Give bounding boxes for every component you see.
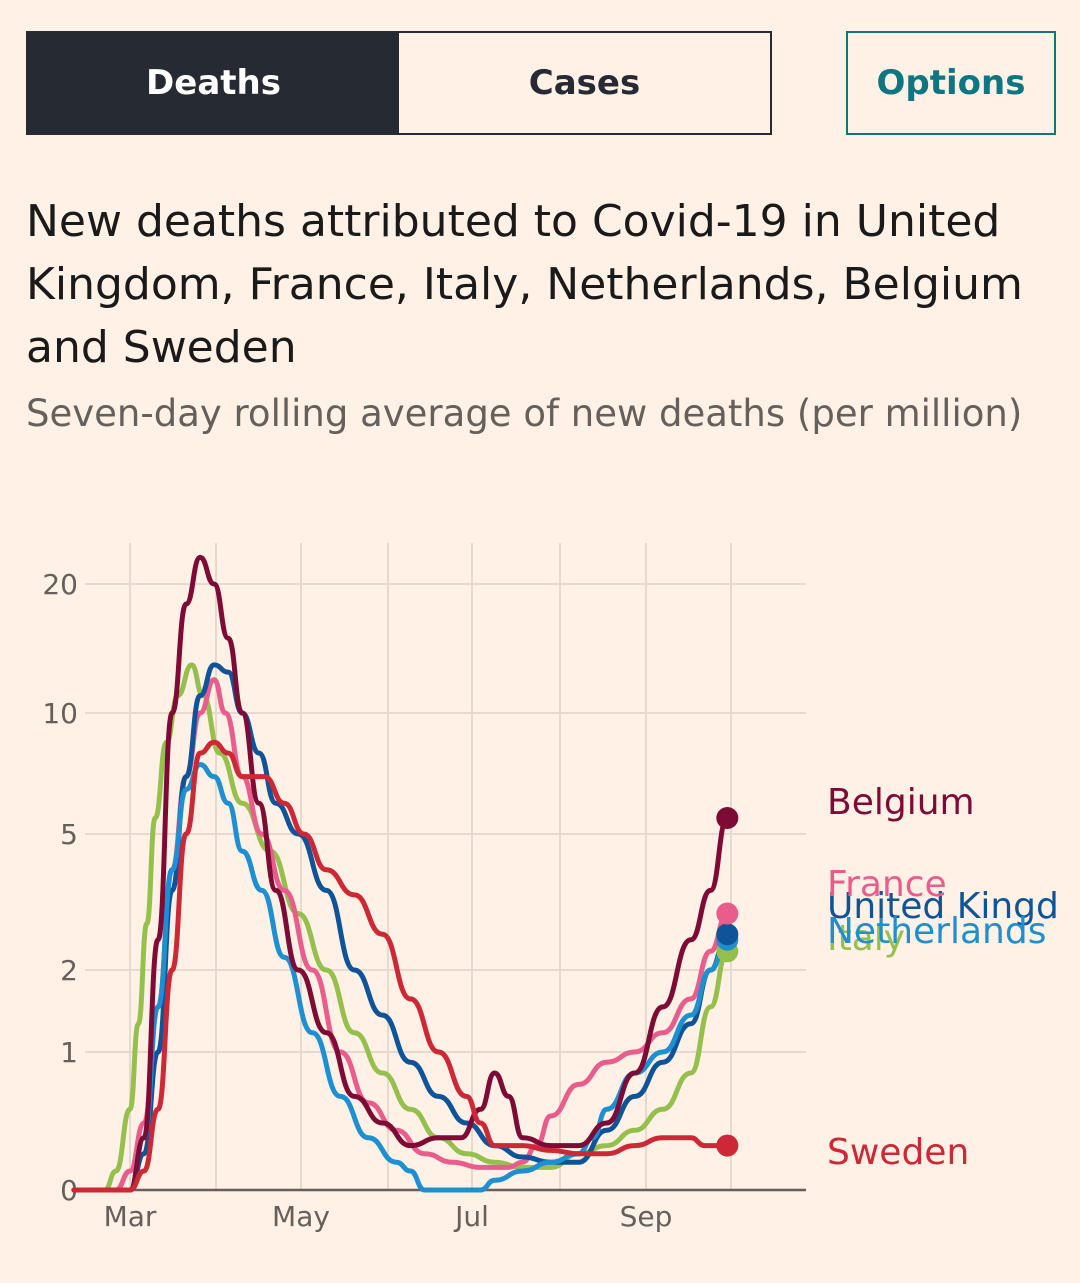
series-label-netherlands: Netherlands xyxy=(827,911,1046,952)
series-line-belgium xyxy=(71,554,730,1193)
y-tick-label: 0 xyxy=(60,1174,78,1207)
series-lines xyxy=(71,554,739,1193)
metric-toggle: Deaths Cases xyxy=(26,31,772,135)
series-label-belgium: Belgium xyxy=(827,782,975,823)
x-tick-label: May xyxy=(272,1200,330,1233)
end-marker-united-kingdom xyxy=(716,923,739,946)
options-button[interactable]: Options xyxy=(846,31,1056,135)
x-tick-label: Jul xyxy=(453,1200,489,1233)
chart-subtitle: Seven-day rolling average of new deaths … xyxy=(26,392,1023,435)
series-label-sweden: Sweden xyxy=(827,1132,969,1173)
tab-cases[interactable]: Cases xyxy=(399,33,770,133)
series-label-france: France xyxy=(827,864,947,905)
series-label-italy: Italy xyxy=(827,918,905,959)
grid: 0 1 2 5 10 20 Mar May Jul Sep xyxy=(42,543,806,1233)
series-line-france xyxy=(71,677,730,1193)
y-tick-label: 2 xyxy=(60,954,78,987)
end-marker-france xyxy=(716,902,739,925)
end-marker-belgium xyxy=(716,807,739,830)
series-line-italy xyxy=(71,662,730,1193)
y-tick-label: 10 xyxy=(42,697,78,730)
chart-title: New deaths attributed to Covid-19 in Uni… xyxy=(26,196,1023,373)
x-tick-label: Sep xyxy=(620,1200,673,1233)
series-line-netherlands xyxy=(71,762,730,1193)
y-tick-label: 1 xyxy=(60,1036,78,1069)
x-tick-label: Mar xyxy=(104,1200,157,1233)
tab-deaths[interactable]: Deaths xyxy=(28,33,399,133)
series-line-sweden xyxy=(71,739,730,1193)
series-label-united-kingdom: United Kingdom xyxy=(827,886,1080,927)
end-marker-sweden xyxy=(716,1134,739,1157)
y-tick-label: 5 xyxy=(60,818,78,851)
series-line-united-kingdom xyxy=(71,662,730,1193)
y-tick-label: 20 xyxy=(42,568,78,601)
